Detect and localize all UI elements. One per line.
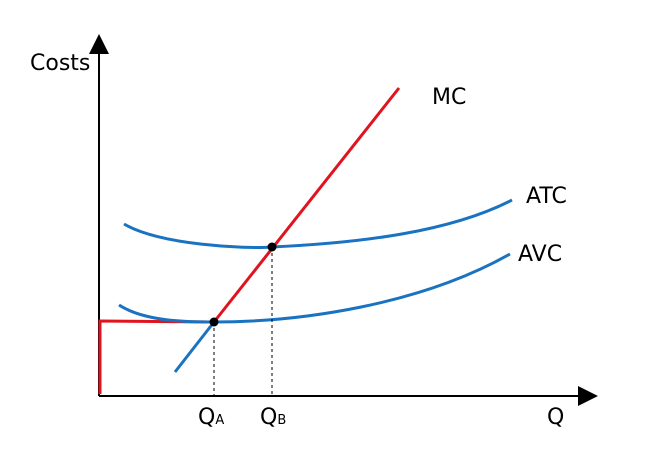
mc-curve bbox=[212, 87, 401, 323]
supply-segment bbox=[98, 319, 215, 394]
qa-subscript: A bbox=[215, 413, 224, 428]
y-axis-label: Costs bbox=[30, 51, 90, 76]
qb-label: QB bbox=[260, 405, 286, 430]
qa-main: Q bbox=[198, 405, 215, 430]
avc-curve bbox=[118, 252, 511, 324]
qa-label: QA bbox=[198, 405, 224, 430]
mc-lower-segment bbox=[173, 321, 216, 373]
x-axis-label: Q bbox=[547, 405, 564, 430]
point-avc-mc bbox=[209, 317, 219, 327]
atc-label: ATC bbox=[526, 184, 567, 209]
avc-label: AVC bbox=[518, 242, 562, 267]
atc-curve bbox=[123, 198, 513, 249]
qb-subscript: B bbox=[277, 413, 286, 428]
point-atc-mc bbox=[267, 242, 277, 252]
qb-main: Q bbox=[260, 405, 277, 430]
mc-label: MC bbox=[432, 85, 466, 110]
